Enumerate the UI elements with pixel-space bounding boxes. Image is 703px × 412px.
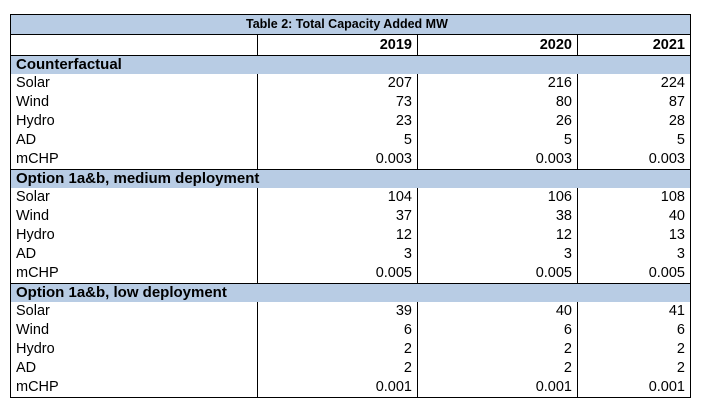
value-cell: 2 [577, 340, 691, 359]
section-title: Option 1a&b, low deployment [10, 283, 691, 302]
value-cell: 2 [417, 340, 578, 359]
value-cell: 38 [417, 207, 578, 226]
value-cell: 23 [257, 112, 418, 131]
value-cell: 26 [417, 112, 578, 131]
row-label: Solar [10, 188, 258, 207]
row-label: Solar [10, 74, 258, 93]
table-row: mCHP 0.001 0.001 0.001 [10, 378, 691, 398]
value-cell: 104 [257, 188, 418, 207]
row-label: Wind [10, 207, 258, 226]
section-title: Counterfactual [10, 55, 691, 74]
table-caption-row: Table 2: Total Capacity Added MW [10, 14, 691, 35]
value-cell: 0.003 [577, 150, 691, 170]
value-cell: 0.005 [257, 264, 418, 284]
value-cell: 37 [257, 207, 418, 226]
value-cell: 12 [257, 226, 418, 245]
value-cell: 3 [257, 245, 418, 264]
capacity-table-container: Table 2: Total Capacity Added MW 2019 20… [10, 14, 691, 398]
value-cell: 12 [417, 226, 578, 245]
value-cell: 224 [577, 74, 691, 93]
row-label: mCHP [10, 378, 258, 398]
year-header-2019: 2019 [257, 34, 418, 56]
row-label: mCHP [10, 264, 258, 284]
value-cell: 5 [417, 131, 578, 150]
value-cell: 0.003 [417, 150, 578, 170]
table-row: AD 3 3 3 [10, 245, 691, 264]
value-cell: 80 [417, 93, 578, 112]
table-row: mCHP 0.005 0.005 0.005 [10, 264, 691, 284]
table-row: mCHP 0.003 0.003 0.003 [10, 150, 691, 170]
table-row: Solar 104 106 108 [10, 188, 691, 207]
row-label: Wind [10, 93, 258, 112]
value-cell: 40 [577, 207, 691, 226]
row-label: Hydro [10, 112, 258, 131]
value-cell: 2 [417, 359, 578, 378]
year-header-row: 2019 2020 2021 [10, 34, 691, 56]
value-cell: 216 [417, 74, 578, 93]
value-cell: 207 [257, 74, 418, 93]
year-header-2021: 2021 [577, 34, 691, 56]
value-cell: 6 [257, 321, 418, 340]
value-cell: 0.005 [417, 264, 578, 284]
value-cell: 0.001 [577, 378, 691, 398]
value-cell: 2 [257, 340, 418, 359]
table-row: Hydro 2 2 2 [10, 340, 691, 359]
value-cell: 0.003 [257, 150, 418, 170]
value-cell: 28 [577, 112, 691, 131]
header-blank-cell [10, 34, 258, 56]
value-cell: 3 [577, 245, 691, 264]
table-row: Wind 6 6 6 [10, 321, 691, 340]
table-caption: Table 2: Total Capacity Added MW [10, 14, 691, 35]
table-row: AD 2 2 2 [10, 359, 691, 378]
table-row: Hydro 23 26 28 [10, 112, 691, 131]
value-cell: 73 [257, 93, 418, 112]
value-cell: 2 [577, 359, 691, 378]
table-row: Hydro 12 12 13 [10, 226, 691, 245]
value-cell: 3 [417, 245, 578, 264]
table-body: Counterfactual Solar 207 216 224 Wind 73 80 87 Hy… [10, 55, 691, 398]
value-cell: 5 [257, 131, 418, 150]
section-header-row: Option 1a&b, medium deployment [10, 169, 691, 188]
row-label: AD [10, 131, 258, 150]
capacity-table: Table 2: Total Capacity Added MW 2019 20… [10, 14, 691, 398]
row-label: Hydro [10, 226, 258, 245]
section-header-row: Option 1a&b, low deployment [10, 283, 691, 302]
value-cell: 106 [417, 188, 578, 207]
table-row: Wind 37 38 40 [10, 207, 691, 226]
value-cell: 0.005 [577, 264, 691, 284]
row-label: Wind [10, 321, 258, 340]
value-cell: 6 [417, 321, 578, 340]
row-label: AD [10, 359, 258, 378]
value-cell: 13 [577, 226, 691, 245]
year-header-2020: 2020 [417, 34, 578, 56]
row-label: AD [10, 245, 258, 264]
row-label: mCHP [10, 150, 258, 170]
row-label: Hydro [10, 340, 258, 359]
section-title: Option 1a&b, medium deployment [10, 169, 691, 188]
value-cell: 2 [257, 359, 418, 378]
section-header-row: Counterfactual [10, 55, 691, 74]
value-cell: 0.001 [257, 378, 418, 398]
value-cell: 40 [417, 302, 578, 321]
table-row: Solar 207 216 224 [10, 74, 691, 93]
value-cell: 39 [257, 302, 418, 321]
value-cell: 87 [577, 93, 691, 112]
value-cell: 5 [577, 131, 691, 150]
value-cell: 108 [577, 188, 691, 207]
table-row: Solar 39 40 41 [10, 302, 691, 321]
value-cell: 41 [577, 302, 691, 321]
row-label: Solar [10, 302, 258, 321]
value-cell: 6 [577, 321, 691, 340]
table-row: AD 5 5 5 [10, 131, 691, 150]
value-cell: 0.001 [417, 378, 578, 398]
table-row: Wind 73 80 87 [10, 93, 691, 112]
